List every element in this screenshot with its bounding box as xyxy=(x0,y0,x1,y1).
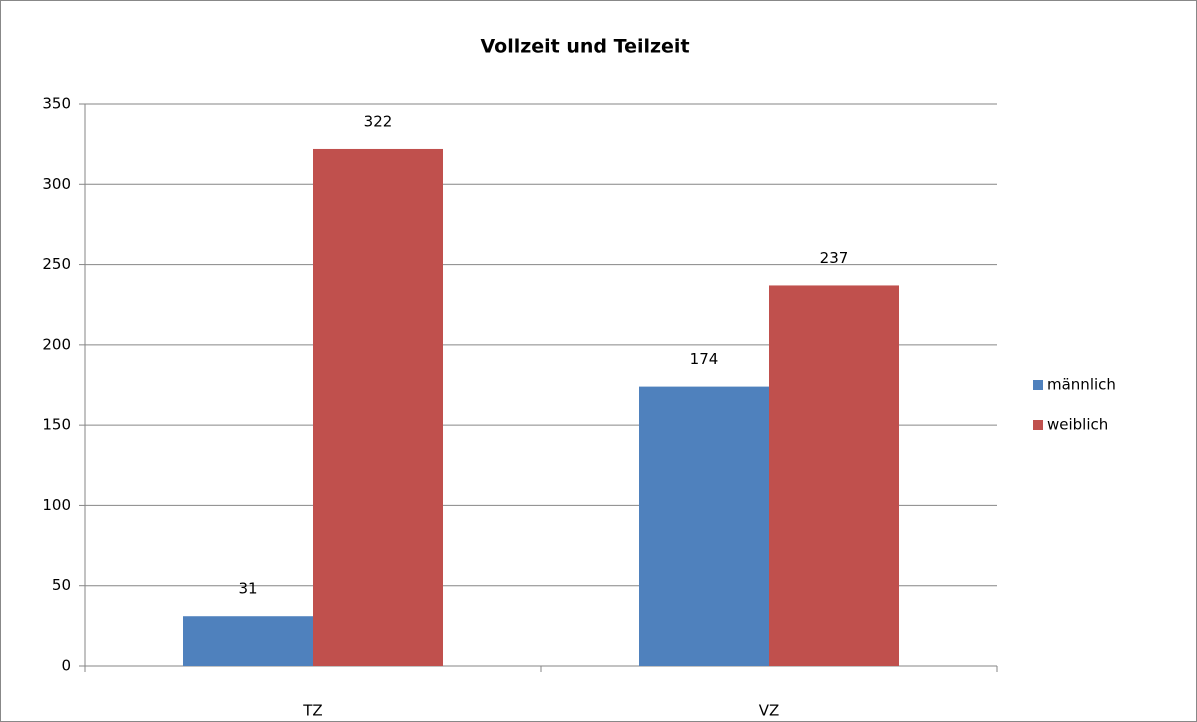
bar xyxy=(183,616,313,666)
y-tick-label: 150 xyxy=(42,416,71,434)
y-tick-label: 250 xyxy=(42,255,71,273)
bar xyxy=(313,148,443,666)
chart-title: Vollzeit und Teilzeit xyxy=(480,36,689,58)
y-tick-label: 0 xyxy=(61,657,71,675)
x-tick-label: VZ xyxy=(759,702,780,720)
x-tick-label: TZ xyxy=(302,702,322,720)
y-tick-label: 200 xyxy=(42,335,71,353)
bar xyxy=(769,285,899,666)
legend-label: männlich xyxy=(1047,376,1116,394)
data-label: 237 xyxy=(820,249,849,267)
y-tick-label: 300 xyxy=(42,175,71,193)
legend-swatch xyxy=(1033,380,1043,390)
y-tick-label: 350 xyxy=(42,95,71,113)
data-label: 31 xyxy=(238,580,257,598)
legend-label: weiblich xyxy=(1047,416,1108,434)
legend-swatch xyxy=(1033,420,1043,430)
y-tick-label: 50 xyxy=(52,576,71,594)
data-label: 174 xyxy=(690,350,719,368)
y-tick-label: 100 xyxy=(42,496,71,514)
bar xyxy=(639,386,769,666)
data-label: 322 xyxy=(364,112,393,130)
